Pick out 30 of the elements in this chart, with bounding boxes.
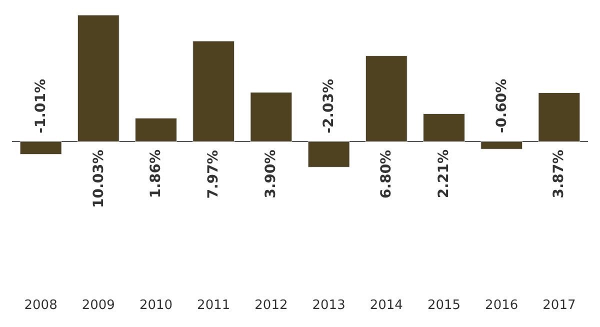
bar <box>250 92 292 142</box>
bar <box>538 92 580 142</box>
x-tick-label: 2014 <box>370 298 403 313</box>
bar <box>423 113 465 142</box>
bar <box>365 56 408 142</box>
x-tick-label: 2013 <box>312 298 346 313</box>
x-tick-label: 2008 <box>24 298 58 313</box>
bar <box>192 40 235 142</box>
x-tick-label: 2010 <box>139 298 173 313</box>
bar <box>480 141 523 150</box>
data-label: -0.60% <box>494 78 510 134</box>
data-label: -1.01% <box>33 78 50 134</box>
data-label: 3.87% <box>551 150 568 198</box>
data-label: 6.80% <box>378 150 394 198</box>
bar <box>308 141 350 168</box>
bar <box>20 141 62 155</box>
x-tick-label: 2017 <box>542 298 576 313</box>
bar <box>77 14 120 142</box>
x-tick-label: 2015 <box>427 298 461 313</box>
data-label: 10.03% <box>90 150 107 208</box>
x-tick-label: 2009 <box>82 298 115 313</box>
x-tick-label: 2016 <box>485 298 518 313</box>
data-label: 7.97% <box>206 150 222 199</box>
bar <box>135 118 177 142</box>
x-tick-label: 2011 <box>197 298 230 313</box>
data-label: 1.86% <box>148 150 164 198</box>
x-tick-label: 2012 <box>254 298 288 313</box>
data-label: 3.90% <box>263 150 280 198</box>
data-label: 2.21% <box>436 150 452 198</box>
data-label: -2.03% <box>321 78 338 134</box>
